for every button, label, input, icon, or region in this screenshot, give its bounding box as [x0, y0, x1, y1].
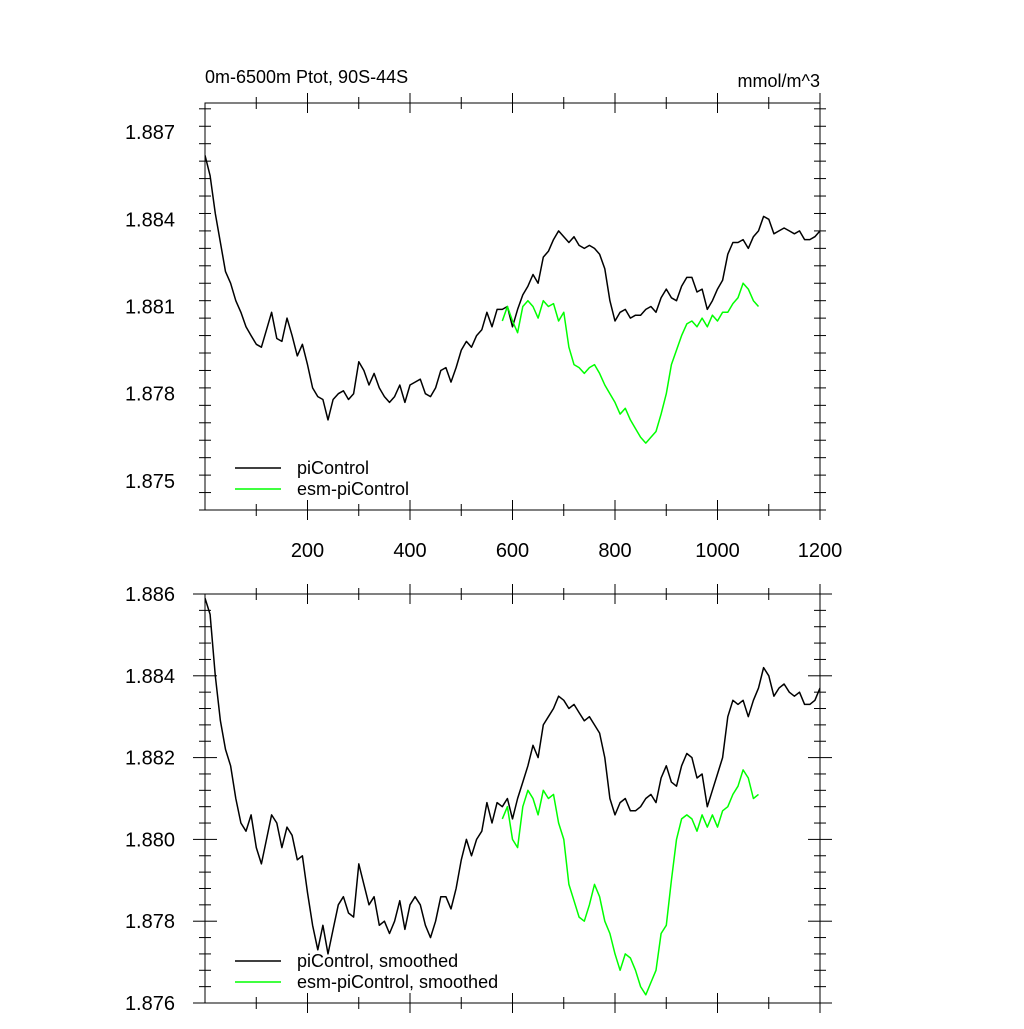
series-line-picontrol [205, 155, 820, 421]
legend-label: esm-piControl, smoothed [297, 972, 498, 992]
legend-label: esm-piControl [297, 479, 409, 499]
bottom-panel: 1.876 1.878 1.880 1.882 1.884 1.886 piControl,… [125, 584, 832, 1015]
plot-frame [204, 102, 821, 511]
x-tick-label: 800 [598, 540, 631, 562]
series-line-esm-picontrol [501, 282, 760, 444]
y-tick-label: 1.884 [125, 209, 175, 231]
series-line-picontrol-smoothed [205, 597, 820, 955]
chart-units-label: mmol/m^3 [738, 71, 820, 91]
top-panel: 200 400 600 800 1000 1200 1.875 1.878 1.881 1.884… [125, 93, 842, 562]
x-tick-label: 1200 [798, 540, 843, 562]
y-tick-label: 1.875 [125, 471, 175, 493]
y-tick-label: 1.878 [125, 384, 175, 406]
legend-label: piControl, smoothed [297, 951, 458, 971]
y-tick-label: 1.880 [125, 829, 175, 851]
y-tick-label: 1.882 [125, 748, 175, 770]
x-tick-label: 600 [496, 540, 529, 562]
x-tick-label: 400 [393, 540, 426, 562]
y-tick-label: 1.884 [125, 666, 175, 688]
legend-label: piControl [297, 458, 369, 478]
y-tick-label: 1.878 [125, 911, 175, 933]
y-tick-label: 1.876 [125, 993, 175, 1015]
y-tick-label: 1.887 [125, 122, 175, 144]
x-tick-label: 1000 [695, 540, 740, 562]
y-tick-label: 1.886 [125, 584, 175, 606]
series-line-esm-picontrol-smoothed [501, 769, 759, 996]
plot-frame [204, 593, 821, 1004]
x-tick-label: 200 [291, 540, 324, 562]
chart-title-left: 0m-6500m Ptot, 90S-44S [205, 67, 408, 87]
y-tick-label: 1.881 [125, 297, 175, 319]
